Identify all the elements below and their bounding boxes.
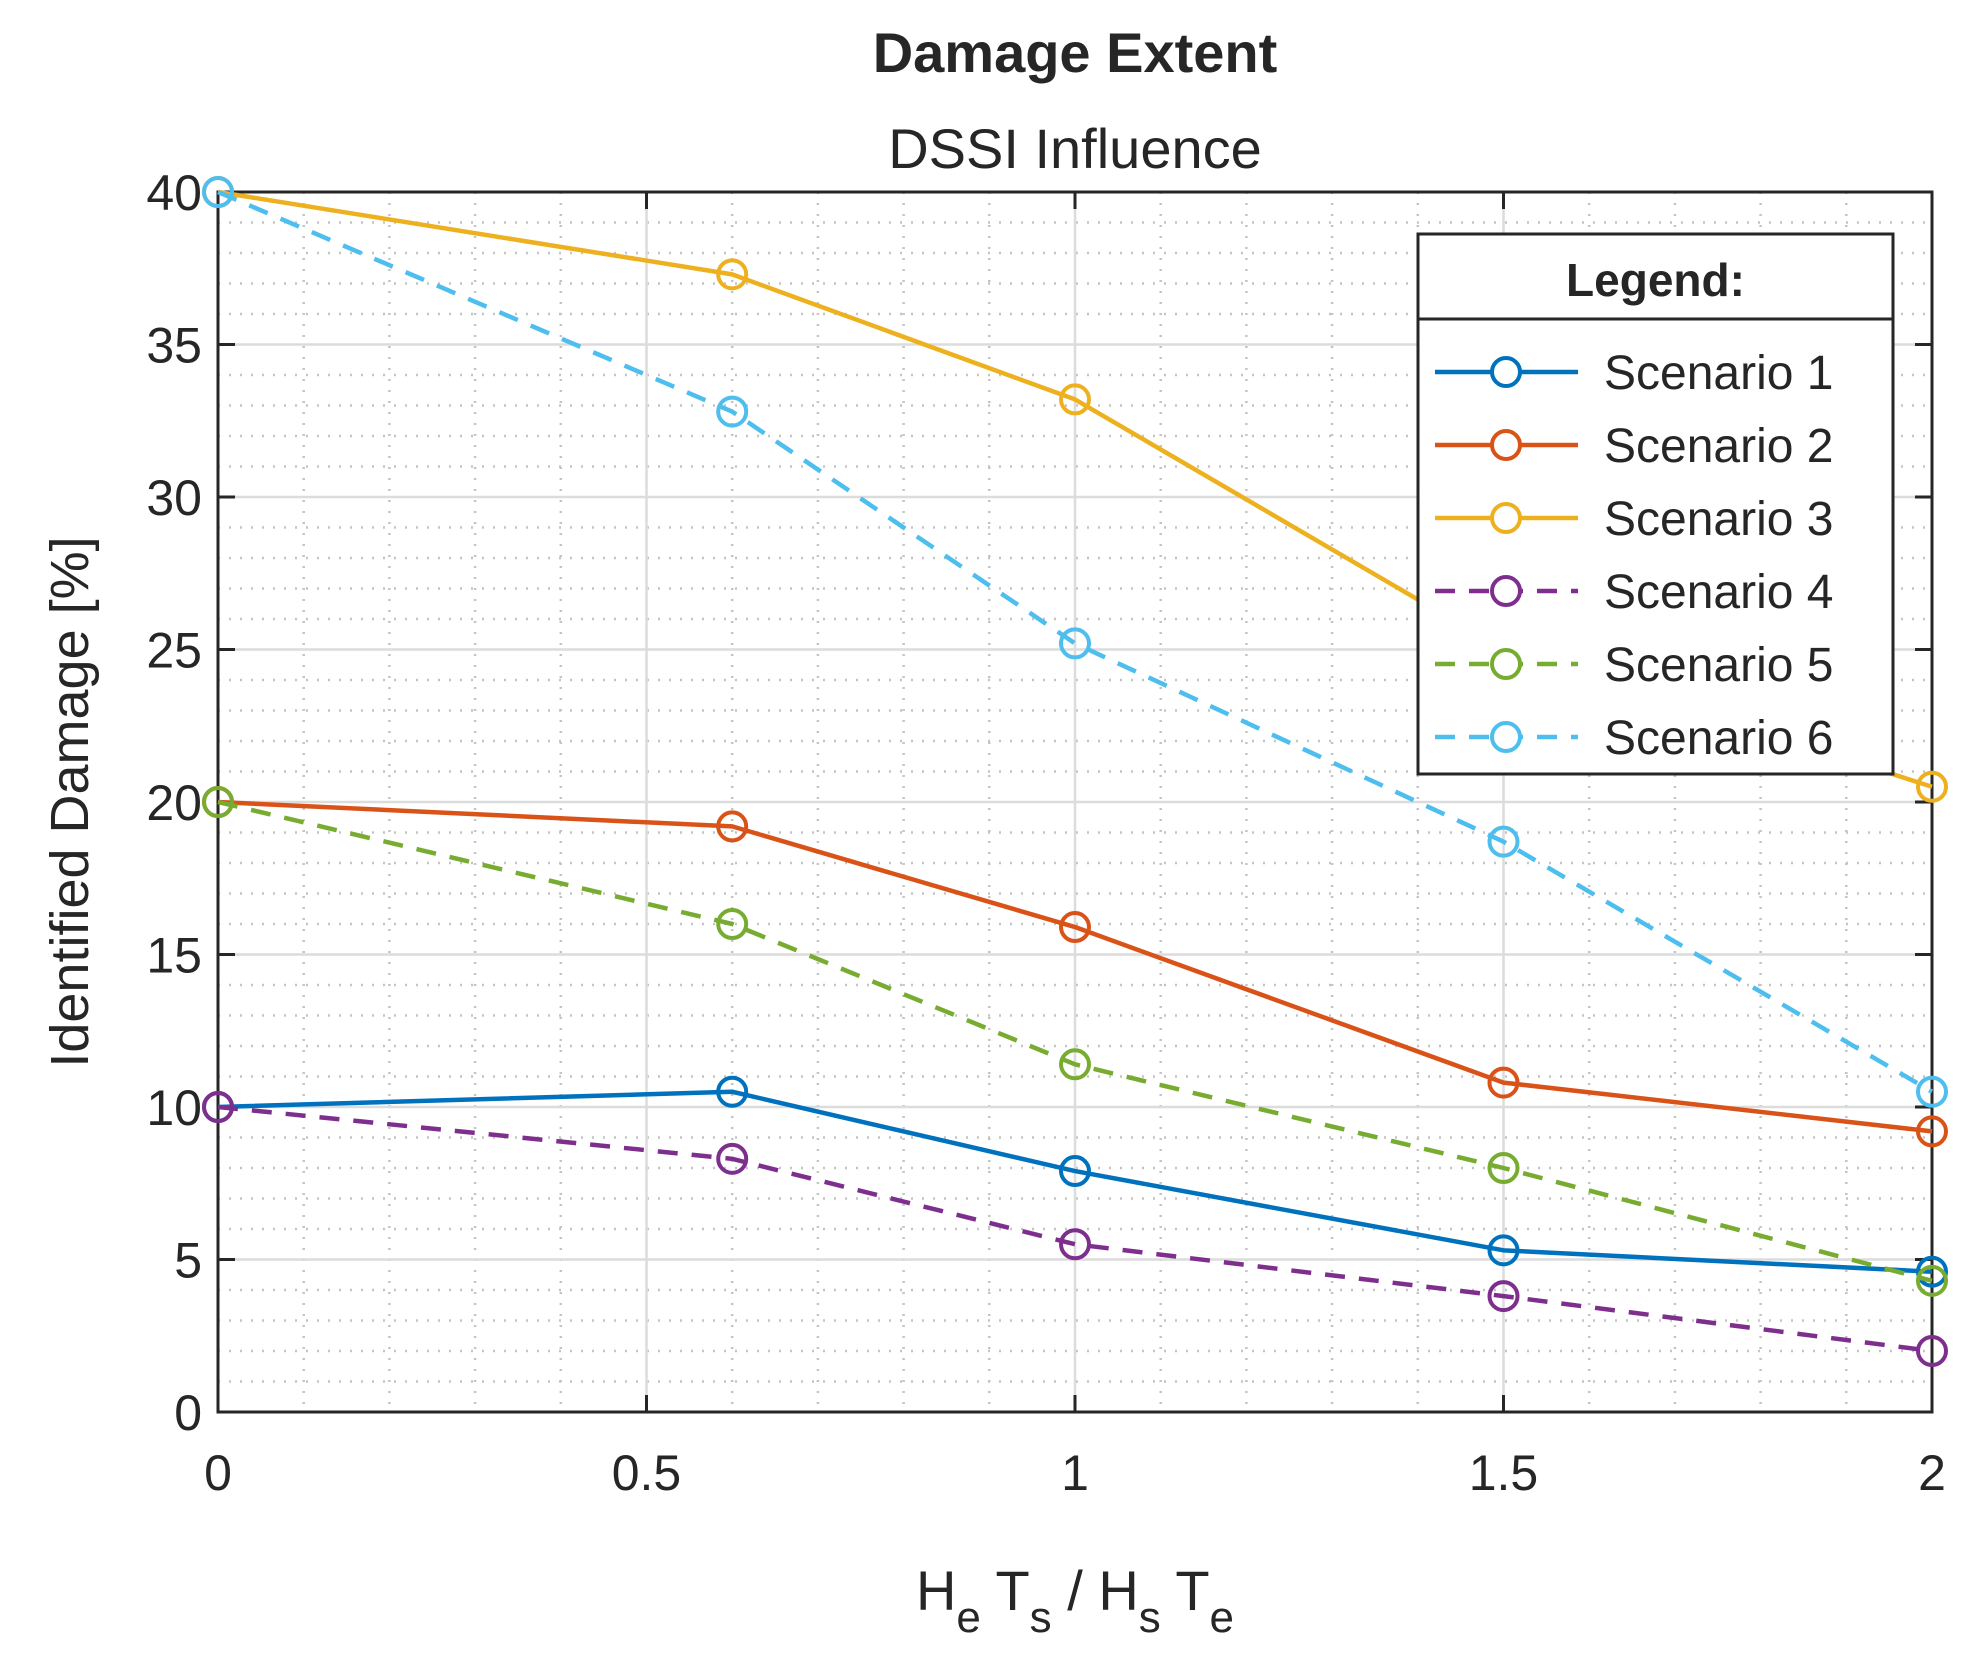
data-point <box>1059 1155 1091 1188</box>
data-point <box>1916 1255 1948 1288</box>
data-point <box>1916 1075 1948 1108</box>
legend-item: Scenario 2 <box>1435 420 1833 473</box>
data-point <box>1487 1234 1520 1267</box>
legend-box <box>1416 232 1895 776</box>
y-tick-label: 10 <box>146 1080 202 1136</box>
x-axis-label: He Ts / Hs Te <box>916 1559 1234 1642</box>
data-point <box>202 786 234 818</box>
legend-item: Scenario 6 <box>1435 712 1833 765</box>
series-line <box>217 799 1933 1284</box>
legend-item: Scenario 3 <box>1435 493 1833 546</box>
legend-swatch-marker <box>1490 721 1522 753</box>
data-point <box>716 908 749 940</box>
legend-swatch-marker <box>1490 429 1522 461</box>
data-point <box>716 258 749 291</box>
legend-swatch-marker <box>1490 575 1522 607</box>
data-point <box>202 1091 234 1123</box>
series-line <box>217 1089 1933 1274</box>
data-point <box>716 1075 749 1108</box>
data-point <box>1916 1115 1948 1148</box>
series-line <box>217 799 1933 1134</box>
legend-label: Scenario 2 <box>1604 420 1833 473</box>
legend-item: Scenario 5 <box>1435 639 1833 692</box>
series-line <box>217 189 1934 1094</box>
data-point <box>716 1142 749 1175</box>
data-point <box>1059 383 1091 416</box>
chart-title: Damage Extent <box>873 21 1278 84</box>
x-tick-label: 1.5 <box>1469 1445 1539 1501</box>
legend-label: Scenario 4 <box>1604 566 1833 619</box>
data-point <box>1487 1280 1520 1313</box>
x-tick-label: 2 <box>1918 1445 1946 1501</box>
y-tick-label: 0 <box>174 1385 202 1441</box>
series-4 <box>202 1091 1948 1367</box>
y-tick-label: 40 <box>146 165 202 221</box>
legend-item: Scenario 4 <box>1435 566 1833 619</box>
series-6 <box>202 176 1948 1108</box>
legend-label: Scenario 6 <box>1604 712 1833 765</box>
legend-title: Legend: <box>1566 254 1745 306</box>
y-tick-label: 35 <box>146 318 202 374</box>
legend-item: Scenario 1 <box>1435 347 1833 400</box>
data-point <box>1059 1048 1091 1081</box>
series-5 <box>202 786 1948 1297</box>
chart-subtitle: DSSI Influence <box>888 117 1262 180</box>
legend-swatch-marker <box>1490 502 1522 534</box>
y-tick-label: 5 <box>174 1233 202 1289</box>
y-tick-label: 20 <box>146 775 202 831</box>
series-line <box>217 1104 1933 1354</box>
x-tick-label: 1 <box>1061 1445 1089 1501</box>
data-point <box>1916 770 1948 803</box>
legend-label: Scenario 1 <box>1604 347 1833 400</box>
data-point <box>716 395 749 428</box>
legend-swatch-marker <box>1490 648 1522 680</box>
series-layer <box>202 176 1948 1367</box>
data-point <box>1487 825 1520 858</box>
data-point <box>1916 1264 1948 1297</box>
legend-label: Scenario 3 <box>1604 493 1833 546</box>
y-tick-label: 30 <box>146 470 202 526</box>
data-point <box>1916 1335 1948 1367</box>
y-tick-label: 25 <box>146 623 202 679</box>
legend-swatch-marker <box>1490 356 1522 388</box>
data-point <box>1487 1152 1520 1184</box>
data-point <box>1487 1066 1520 1099</box>
series-1 <box>202 1075 1948 1288</box>
data-point <box>1059 911 1091 944</box>
legend: Legend: Scenario 1 Scenario 2 Scenario 3 Sce… <box>1416 232 1895 776</box>
data-point <box>716 810 749 843</box>
data-point <box>1059 627 1091 660</box>
y-axis-label: Identified Damage [%] <box>40 536 100 1067</box>
y-tick-label: 15 <box>146 928 202 984</box>
x-tick-label: 0 <box>204 1445 232 1501</box>
data-point <box>202 176 234 208</box>
legend-label: Scenario 5 <box>1604 639 1833 692</box>
data-point <box>1059 1228 1091 1261</box>
x-tick-label: 0.5 <box>612 1445 682 1501</box>
